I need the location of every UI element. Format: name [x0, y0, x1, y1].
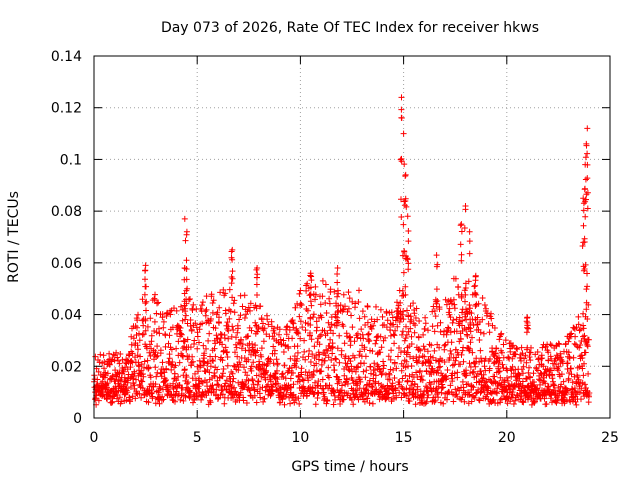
y-tick-label: 0.02 — [51, 359, 82, 375]
y-axis-label: ROTI / TECUs — [6, 191, 22, 283]
x-tick-label: 5 — [193, 430, 202, 446]
axis-ticks — [93, 55, 611, 419]
y-tick-label: 0.12 — [51, 101, 82, 117]
x-tick-labels: 0 5 10 15 20 25 — [90, 430, 619, 446]
y-tick-label: 0.14 — [51, 49, 82, 65]
grid-lines — [94, 56, 610, 418]
y-tick-labels: 0 0.02 0.04 0.06 0.08 0.1 0.12 0.14 — [51, 49, 82, 427]
y-tick-label: 0.08 — [51, 204, 82, 220]
data-points — [91, 94, 593, 408]
x-tick-label: 25 — [601, 430, 619, 446]
roti-point-markers — [91, 94, 593, 408]
y-tick-label: 0.1 — [60, 152, 82, 168]
x-tick-label: 0 — [90, 430, 99, 446]
y-tick-label: 0.04 — [51, 308, 82, 324]
x-tick-label: 10 — [291, 430, 309, 446]
plot-border — [93, 55, 611, 419]
y-tick-label: 0 — [73, 411, 82, 427]
x-axis-label: GPS time / hours — [291, 459, 408, 475]
x-tick-label: 15 — [395, 430, 413, 446]
chart-title: Day 073 of 2026, Rate Of TEC Index for r… — [161, 20, 539, 36]
x-tick-label: 20 — [498, 430, 516, 446]
y-tick-label: 0.06 — [51, 256, 82, 272]
